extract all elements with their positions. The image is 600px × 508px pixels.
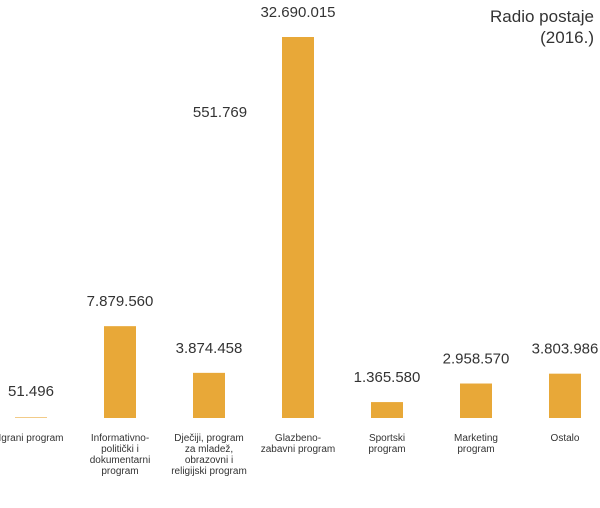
annotation: 551.769 xyxy=(193,104,247,121)
bar xyxy=(371,402,403,418)
x-tick-label: Marketing program xyxy=(454,433,498,455)
value-label: 2.958.570 xyxy=(443,350,510,367)
value-label: 3.803.986 xyxy=(532,341,599,358)
x-tick-label: Glazbeno-zabavni program xyxy=(260,433,336,455)
value-label: 51.496 xyxy=(8,383,54,400)
value-label: 7.879.560 xyxy=(87,293,154,310)
bar xyxy=(282,37,314,418)
x-tick-label: Sportski program xyxy=(368,433,406,455)
bar xyxy=(104,326,136,418)
bar xyxy=(460,383,492,418)
x-tick-label: Dječiji, program za mladež, obrazovni i … xyxy=(171,433,247,477)
x-tick-label: Igrani program xyxy=(0,433,64,444)
value-label: 32.690.015 xyxy=(260,4,335,21)
x-tick-label: Ostalo xyxy=(550,433,580,444)
chart-title: Radio postaje (2016.) xyxy=(490,7,594,47)
bar xyxy=(549,373,581,418)
bar xyxy=(193,372,225,418)
x-tick-label: Informativno-politički i dokumentarni pr… xyxy=(89,433,151,477)
value-label: 1.365.580 xyxy=(354,369,421,386)
bar xyxy=(15,417,47,418)
value-label: 3.874.458 xyxy=(176,340,243,357)
